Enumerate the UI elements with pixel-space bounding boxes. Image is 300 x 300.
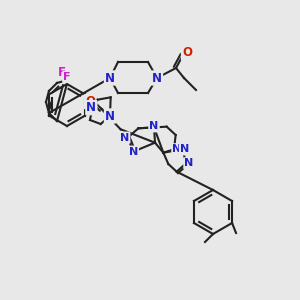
Text: N: N (184, 158, 194, 168)
Text: N: N (105, 71, 115, 85)
Text: N: N (120, 133, 129, 143)
Text: N: N (172, 144, 182, 154)
Text: N: N (105, 110, 115, 122)
Text: F: F (58, 65, 66, 79)
Text: N: N (149, 121, 159, 131)
Text: N: N (129, 147, 138, 157)
Text: F: F (63, 72, 71, 82)
Text: N: N (86, 101, 96, 114)
Text: N: N (152, 71, 162, 85)
Text: N: N (180, 144, 189, 154)
Text: O: O (182, 46, 192, 59)
Text: O: O (85, 95, 95, 108)
